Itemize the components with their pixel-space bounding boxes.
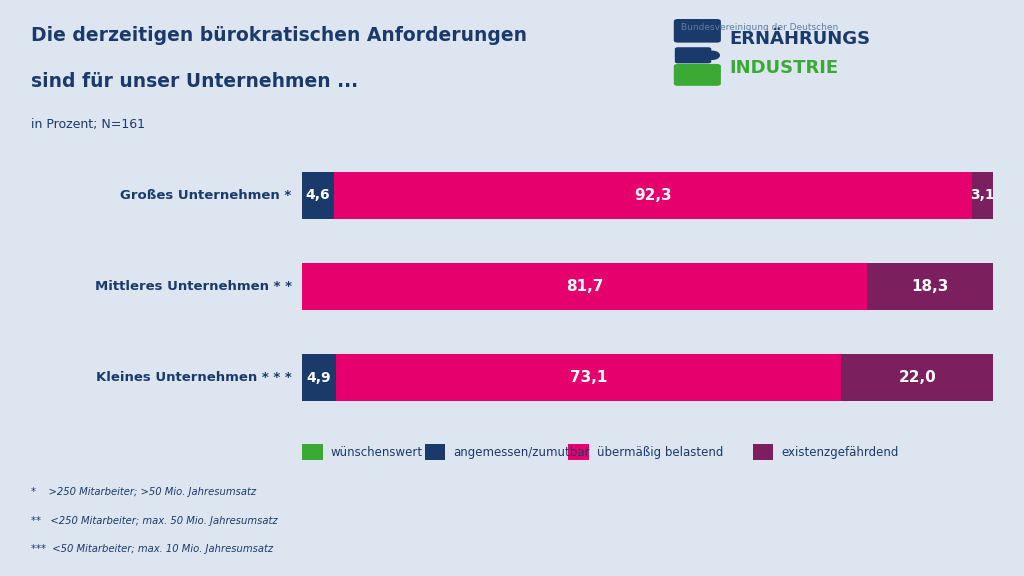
Text: Bundesvereinigung der Deutschen: Bundesvereinigung der Deutschen <box>681 23 839 32</box>
Text: 73,1: 73,1 <box>570 370 607 385</box>
Text: 18,3: 18,3 <box>911 279 948 294</box>
Text: existenzgefährdend: existenzgefährdend <box>781 446 899 458</box>
Text: INDUSTRIE: INDUSTRIE <box>729 59 839 77</box>
Text: Kleines Unternehmen * * *: Kleines Unternehmen * * * <box>96 372 292 384</box>
Text: übermäßig belastend: übermäßig belastend <box>597 446 723 458</box>
Bar <box>336 354 842 401</box>
Text: sind für unser Unternehmen ...: sind für unser Unternehmen ... <box>31 72 357 91</box>
Text: 4,6: 4,6 <box>306 188 331 202</box>
Text: 92,3: 92,3 <box>634 188 672 203</box>
Text: **   <250 Mitarbeiter; max. 50 Mio. Jahresumsatz: ** <250 Mitarbeiter; max. 50 Mio. Jahres… <box>31 516 278 525</box>
Text: Mittleres Unternehmen * *: Mittleres Unternehmen * * <box>94 280 292 293</box>
Text: ERNÄHRUNGS: ERNÄHRUNGS <box>729 30 870 48</box>
Text: Die derzeitigen bürokratischen Anforderungen: Die derzeitigen bürokratischen Anforderu… <box>31 26 526 45</box>
Bar <box>302 172 334 219</box>
Bar <box>334 172 972 219</box>
Text: Großes Unternehmen *: Großes Unternehmen * <box>121 189 292 202</box>
Text: wünschenswert: wünschenswert <box>331 446 423 458</box>
Text: 4,9: 4,9 <box>307 371 332 385</box>
Text: in Prozent; N=161: in Prozent; N=161 <box>31 118 144 131</box>
Bar <box>842 354 993 401</box>
Text: *    >250 Mitarbeiter; >50 Mio. Jahresumsatz: * >250 Mitarbeiter; >50 Mio. Jahresumsat… <box>31 487 256 497</box>
Text: 22,0: 22,0 <box>898 370 936 385</box>
Text: ***  <50 Mitarbeiter; max. 10 Mio. Jahresumsatz: *** <50 Mitarbeiter; max. 10 Mio. Jahres… <box>31 544 272 554</box>
Text: 3,1: 3,1 <box>971 188 995 202</box>
Bar <box>866 263 993 310</box>
Bar <box>302 354 336 401</box>
Text: 81,7: 81,7 <box>565 279 603 294</box>
Text: angemessen/zumutbar: angemessen/zumutbar <box>454 446 590 458</box>
Bar <box>302 263 866 310</box>
Bar <box>972 172 993 219</box>
